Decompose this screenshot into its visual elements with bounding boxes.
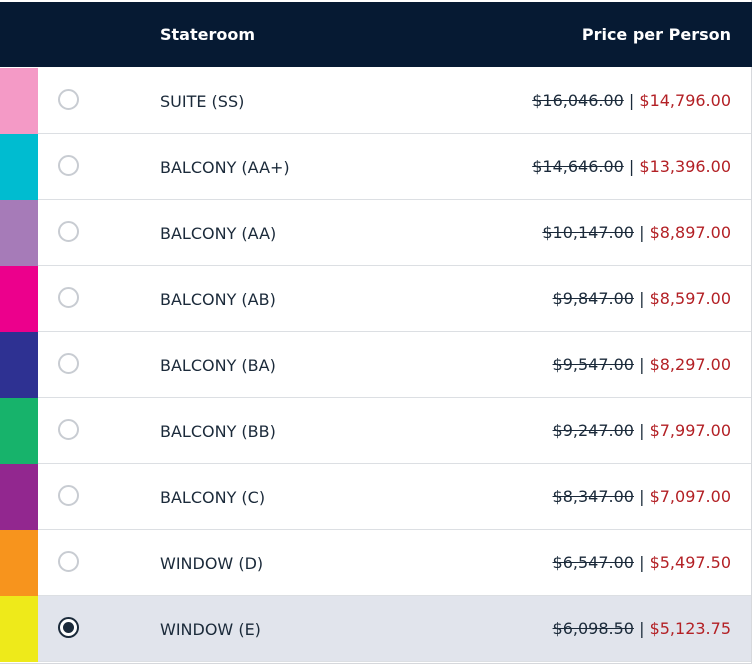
color-swatch	[0, 200, 38, 266]
stateroom-row[interactable]: WINDOW (D) $6,547.00 | $5,497.50	[0, 530, 751, 596]
new-price: $14,796.00	[639, 91, 731, 110]
price: $6,098.50 | $5,123.75	[553, 619, 731, 638]
radio-button[interactable]	[58, 287, 79, 308]
stateroom-row[interactable]: BALCONY (AA) $10,147.00 | $8,897.00	[0, 200, 751, 266]
price: $9,547.00 | $8,297.00	[553, 355, 731, 374]
new-price: $5,497.50	[649, 553, 731, 572]
color-swatch	[0, 332, 38, 398]
stateroom-row[interactable]: BALCONY (BB) $9,247.00 | $7,997.00	[0, 398, 751, 464]
old-price: $6,547.00	[552, 553, 634, 572]
price: $16,046.00 | $14,796.00	[532, 91, 731, 110]
color-swatch	[0, 596, 38, 662]
old-price: $9,247.00	[552, 421, 634, 440]
price: $9,247.00 | $7,997.00	[553, 421, 731, 440]
radio-button[interactable]	[58, 419, 79, 440]
stateroom-row[interactable]: BALCONY (AB) $9,847.00 | $8,597.00	[0, 266, 751, 332]
price-separator: |	[628, 157, 635, 176]
price-separator: |	[639, 223, 645, 242]
color-swatch	[0, 266, 38, 332]
radio-button[interactable]	[58, 221, 79, 242]
new-price: $8,597.00	[649, 289, 731, 308]
color-swatch	[0, 464, 38, 530]
header-stateroom: Stateroom	[160, 25, 256, 44]
color-swatch	[0, 68, 38, 134]
price-separator: |	[639, 487, 645, 506]
color-swatch	[0, 530, 38, 596]
price-separator: |	[628, 91, 635, 110]
header-price: Price per Person	[581, 25, 731, 44]
old-price: $16,046.00	[532, 91, 624, 110]
price: $8,347.00 | $7,097.00	[553, 487, 731, 506]
old-price: $8,347.00	[552, 487, 634, 506]
new-price: $7,997.00	[649, 421, 731, 440]
radio-button[interactable]	[58, 617, 79, 638]
old-price: $10,147.00	[542, 223, 634, 242]
stateroom-row[interactable]: BALCONY (AA+) $14,646.00 | $13,396.00	[0, 134, 751, 200]
stateroom-row[interactable]: SUITE (SS) $16,046.00 | $14,796.00	[0, 68, 751, 134]
stateroom-name: BALCONY (BB)	[160, 422, 276, 441]
old-price: $9,547.00	[552, 355, 634, 374]
stateroom-row[interactable]: WINDOW (E) $6,098.50 | $5,123.75	[0, 596, 751, 662]
new-price: $8,897.00	[649, 223, 731, 242]
stateroom-name: BALCONY (C)	[160, 488, 266, 507]
stateroom-row[interactable]: BALCONY (C) $8,347.00 | $7,097.00	[0, 464, 751, 530]
color-swatch	[0, 398, 38, 464]
price-separator: |	[639, 553, 645, 572]
new-price: $7,097.00	[649, 487, 731, 506]
stateroom-name: BALCONY (BA)	[160, 356, 276, 375]
stateroom-row[interactable]: BALCONY (BA) $9,547.00 | $8,297.00	[0, 332, 751, 398]
radio-button[interactable]	[58, 485, 79, 506]
radio-button[interactable]	[58, 89, 79, 110]
table-header: Stateroom Price per Person	[0, 2, 752, 67]
old-price: $14,646.00	[532, 157, 624, 176]
stateroom-name: BALCONY (AB)	[160, 290, 276, 309]
radio-button[interactable]	[58, 155, 79, 176]
stateroom-name: BALCONY (AA+)	[160, 158, 290, 177]
stateroom-name: WINDOW (D)	[160, 554, 264, 573]
new-price: $13,396.00	[639, 157, 731, 176]
old-price: $9,847.00	[552, 289, 634, 308]
price: $9,847.00 | $8,597.00	[553, 289, 731, 308]
stateroom-name: SUITE (SS)	[160, 92, 245, 111]
new-price: $5,123.75	[649, 619, 731, 638]
color-swatch	[0, 134, 38, 200]
new-price: $8,297.00	[649, 355, 731, 374]
stateroom-name: BALCONY (AA)	[160, 224, 277, 243]
radio-button[interactable]	[58, 353, 79, 374]
price-separator: |	[639, 421, 645, 440]
price-separator: |	[639, 289, 645, 308]
radio-button[interactable]	[58, 551, 79, 572]
price-separator: |	[639, 619, 645, 638]
price: $10,147.00 | $8,897.00	[542, 223, 731, 242]
old-price: $6,098.50	[552, 619, 634, 638]
stateroom-name: WINDOW (E)	[160, 620, 261, 639]
price-separator: |	[639, 355, 645, 374]
price: $14,646.00 | $13,396.00	[532, 157, 731, 176]
price: $6,547.00 | $5,497.50	[553, 553, 731, 572]
